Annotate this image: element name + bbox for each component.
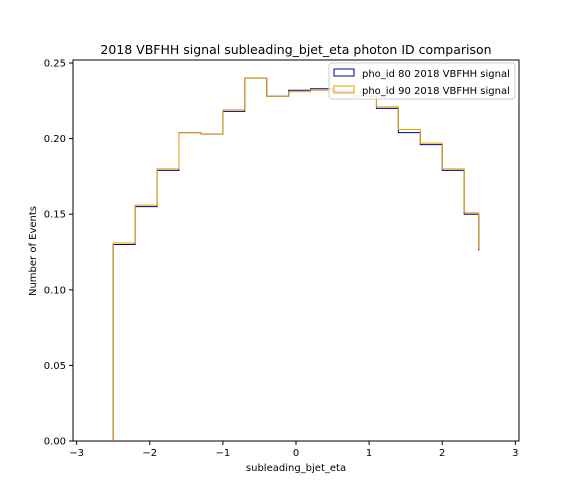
y-tick-label: 0.10 [44,285,66,296]
y-tick-label: 0.00 [44,437,66,448]
x-tick-label: 3 [512,448,518,459]
y-tick-label: 0.15 [44,210,66,221]
legend-swatch [333,85,355,94]
x-tick-label: 1 [366,448,372,459]
legend-entry-label: pho_id 80 2018 VBFHH signal [362,69,510,80]
x-axis: −3 −2 −1 0 1 2 3 [69,441,519,459]
x-tick-label: −1 [216,448,231,459]
x-axis-label: subleading_bjet_eta [246,463,346,474]
y-tick-label: 0.05 [44,361,66,372]
x-tick-label: −3 [69,448,84,459]
y-tick-label: 0.25 [44,59,66,70]
legend-swatch [333,68,355,77]
series-line-0 [112,77,480,441]
plot-area: −3 −2 −1 0 1 2 3 0.00 0.05 0.10 0.15 0.20 0.25 [44,59,520,459]
x-tick-label: 2 [439,448,445,459]
series-layer [112,77,480,441]
legend-box [328,62,516,100]
legend: pho_id 80 2018 VBFHH signal pho_id 90 20… [328,62,516,100]
legend-entry-label: pho_id 90 2018 VBFHH signal [362,86,510,97]
series-line-1 [112,77,480,441]
y-axis: 0.00 0.05 0.10 0.15 0.20 0.25 [44,59,73,448]
x-tick-label: −2 [142,448,157,459]
y-axis-label: Number of Events [28,206,39,296]
y-tick-label: 0.20 [44,134,66,145]
x-tick-label: 0 [293,448,299,459]
chart-title: 2018 VBFHH signal subleading_bjet_eta ph… [100,42,491,57]
